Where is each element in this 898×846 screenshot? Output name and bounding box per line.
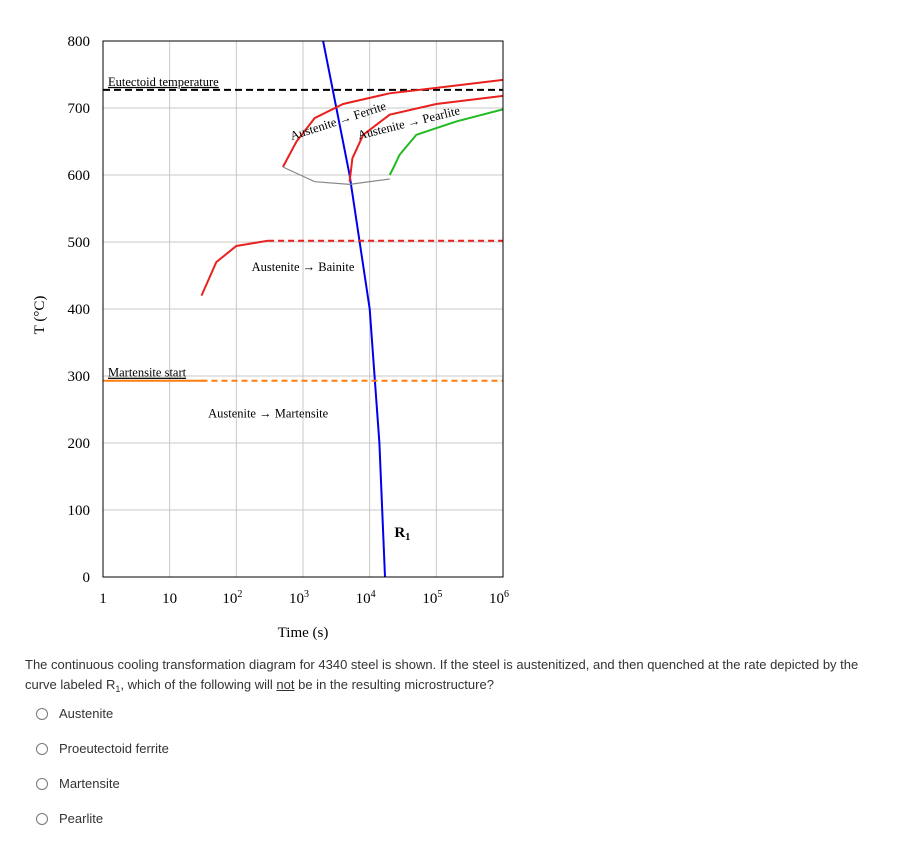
x-tick-label: 106 [489,589,509,607]
y-tick-label: 700 [68,101,91,117]
curve-annotation: Austenite → Bainite [252,260,355,274]
martensite-start-label: Martensite start [108,366,187,380]
series-curve [388,108,503,176]
y-axis-label: T (°C) [32,296,48,335]
r1-label: R1 [394,525,410,543]
x-tick-label: 102 [222,589,242,607]
series-curve [348,94,503,182]
question-part-3: be in the resulting microstructure? [294,677,494,692]
x-tick-exponent: 6 [504,589,509,600]
x-tick-label: 104 [356,589,376,607]
x-tick-exponent: 4 [371,589,376,600]
option-proeutectoid-ferrite[interactable]: Proeutectoid ferrite [36,740,169,775]
radio-icon[interactable] [36,708,48,720]
option-martensite[interactable]: Martensite [36,775,169,810]
y-tick-label: 100 [68,503,91,519]
x-tick-label: 10 [162,591,177,607]
y-tick-label: 400 [68,302,91,318]
x-tick-exponent: 5 [437,589,442,600]
x-axis-label: Time (s) [278,625,329,641]
answer-options: Austenite Proeutectoid ferrite Martensit… [36,705,169,845]
radio-icon[interactable] [36,778,48,790]
tick-labels: 1 10 102 103 104 105 106 0 100 200 300 400 500 600 700… [68,34,510,607]
x-tick-exponent: 3 [304,589,309,600]
y-tick-label: 300 [68,369,91,385]
radio-icon[interactable] [36,743,48,755]
question-subscript: 1 [115,684,121,694]
question-part-1: The continuous cooling transformation di… [25,657,859,692]
eutectoid-label: Eutectoid temperature [108,75,219,89]
x-tick-exponent: 2 [237,589,242,600]
series-layer [200,41,503,577]
series-curve [282,166,390,186]
radio-icon[interactable] [36,813,48,825]
reference-lines: Eutectoid temperature Martensite start [103,75,503,382]
plot-frame [102,40,504,578]
y-tick-label: 600 [68,168,91,184]
y-tick-label: 0 [83,570,91,586]
x-tick-label: 1 [99,591,107,607]
option-label: Proeutectoid ferrite [59,741,169,756]
question-emphasis: not [276,677,295,692]
question-text: The continuous cooling transformation di… [25,655,883,699]
x-tick-label: 103 [289,589,309,607]
option-pearlite[interactable]: Pearlite [36,810,169,845]
y-tick-label: 800 [68,34,91,50]
series-curve [322,41,386,577]
series-curve [282,78,503,168]
y-tick-label: 200 [68,436,91,452]
option-label: Martensite [59,776,120,791]
option-label: Austenite [59,706,114,721]
option-austenite[interactable]: Austenite [36,705,169,740]
curve-annotation: Austenite → Martensite [208,407,329,421]
r1-subscript: 1 [405,532,410,543]
option-label: Pearlite [59,811,104,826]
question-part-2: , which of the following will [120,677,277,692]
x-tick-label: 105 [422,589,442,607]
series-curve [200,239,269,297]
y-tick-label: 500 [68,235,91,251]
